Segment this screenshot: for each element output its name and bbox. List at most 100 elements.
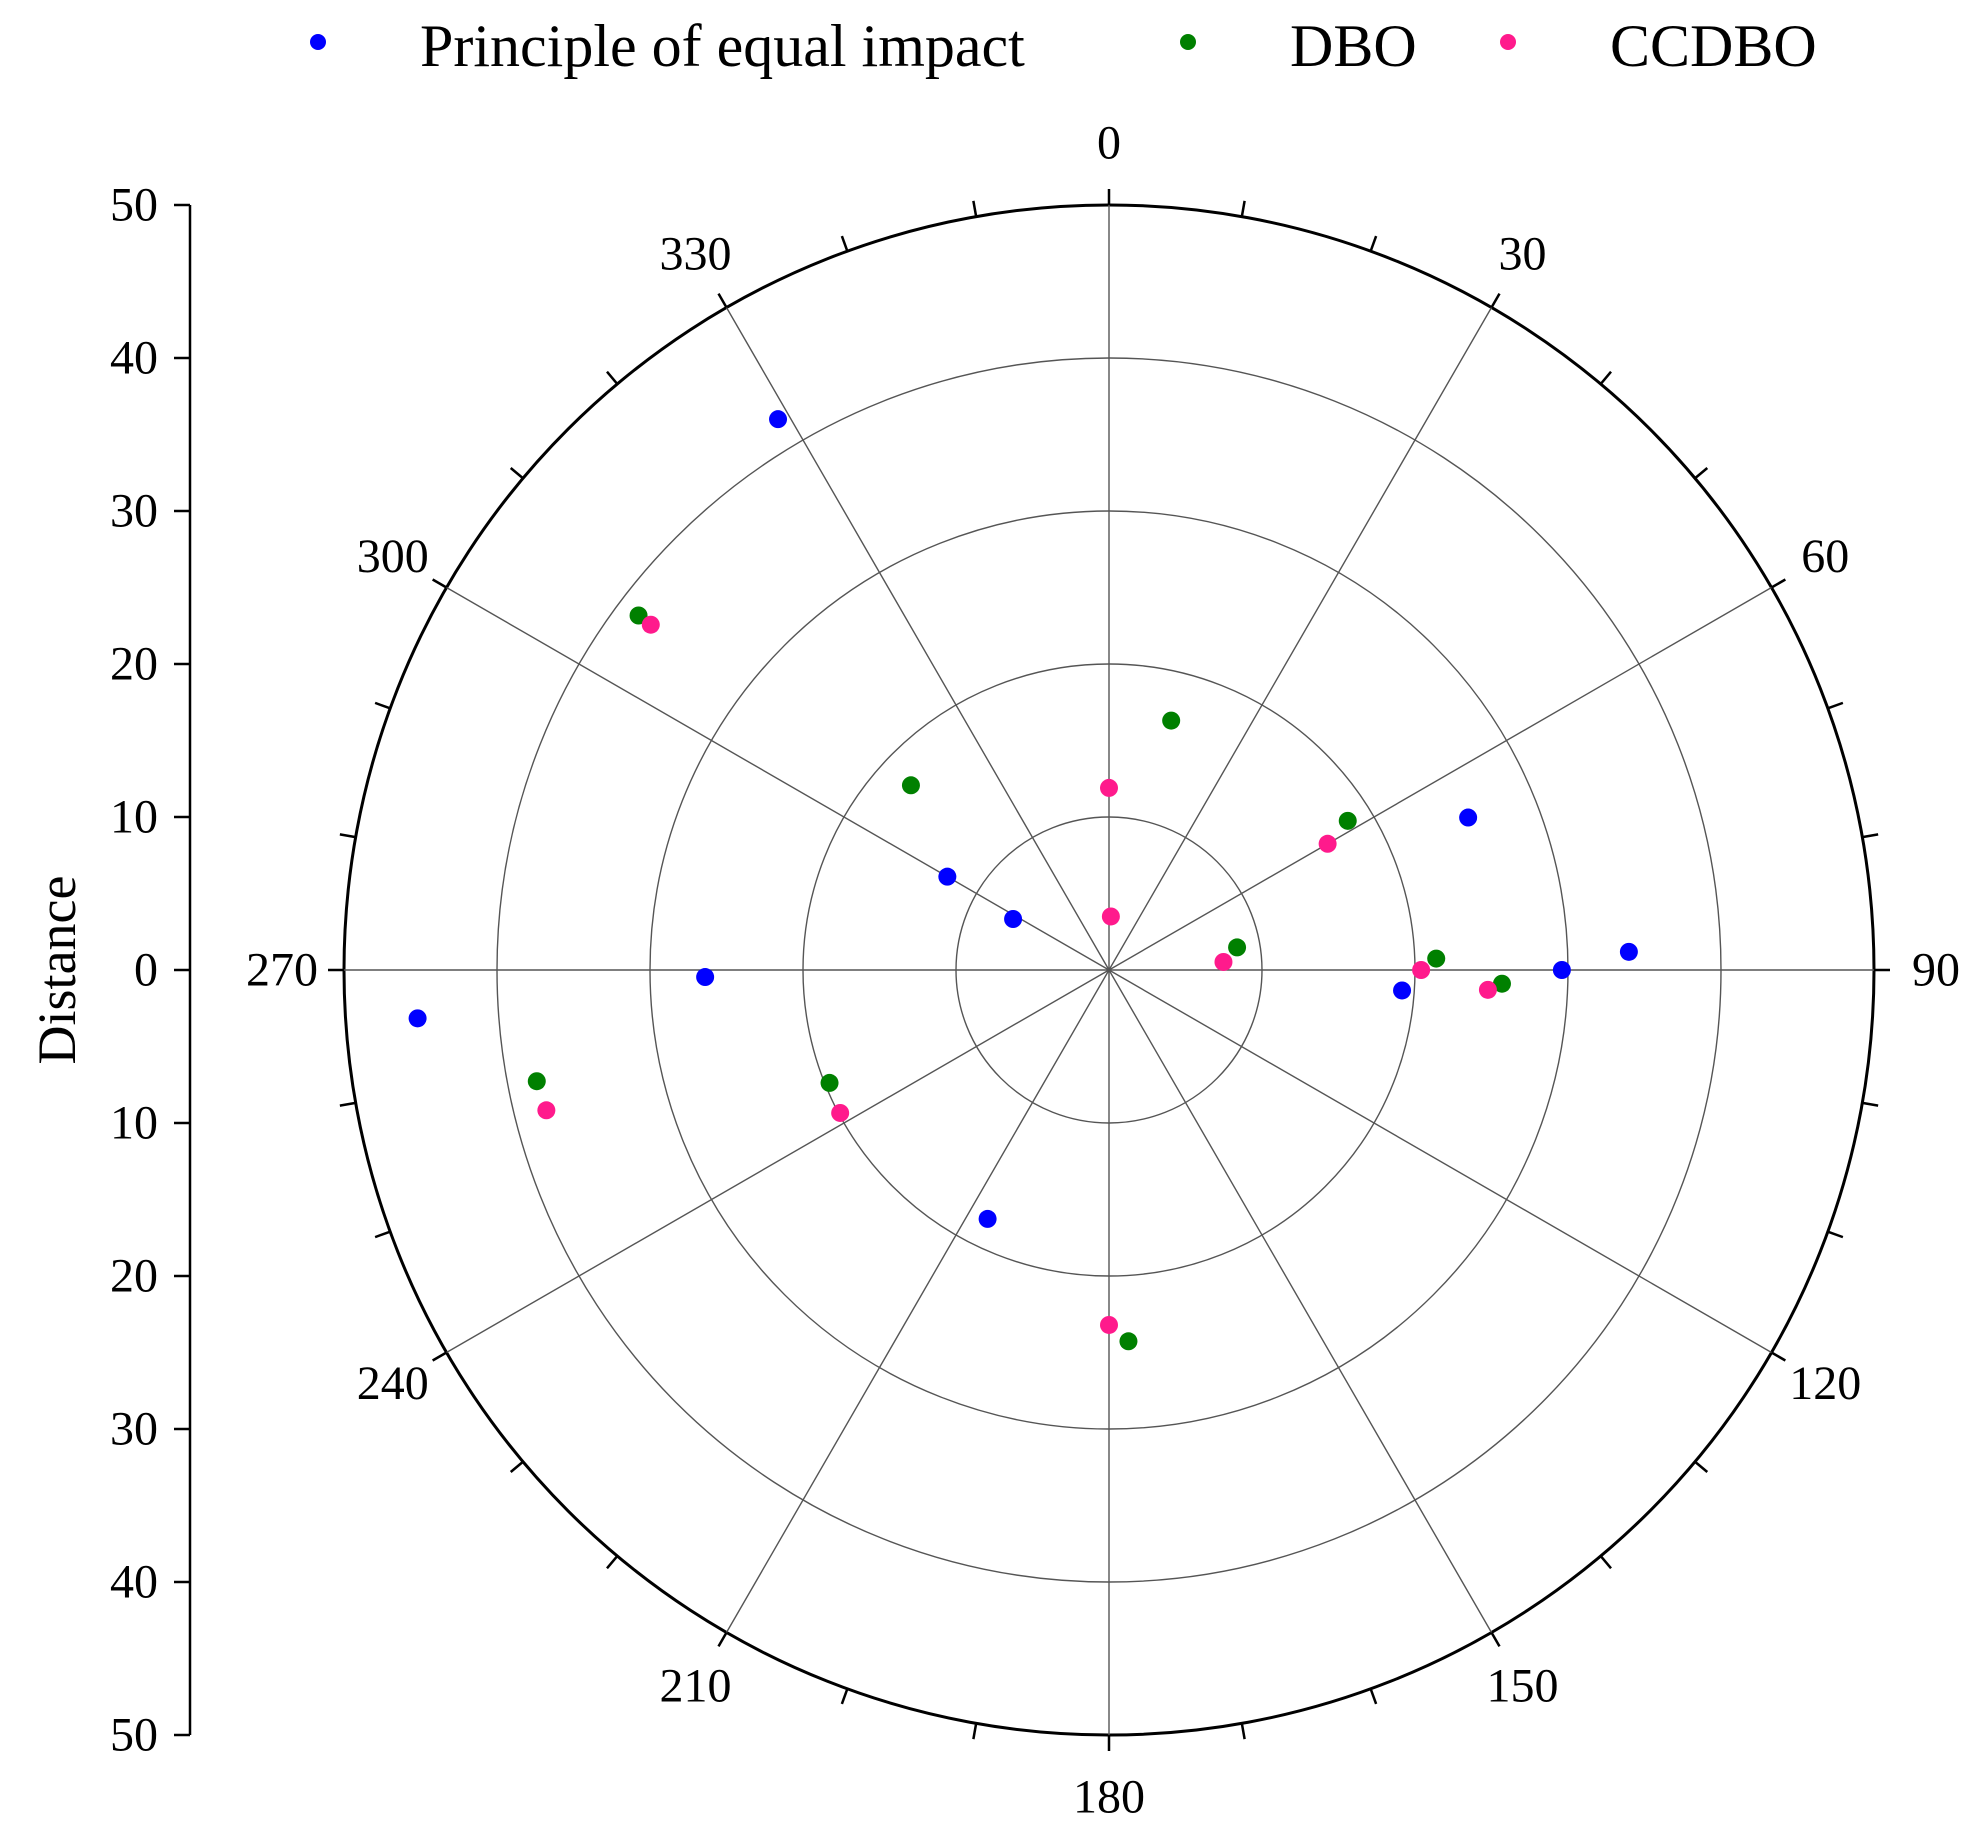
angle-tick-mark xyxy=(1770,578,1786,589)
angle-label-120: 120 xyxy=(1789,1357,1861,1410)
point-series-1-4 xyxy=(1492,974,1511,993)
spoke-330 xyxy=(725,307,1110,971)
angle-tick-mark xyxy=(1827,1230,1844,1239)
distance-tick-label: 50 xyxy=(110,179,158,232)
point-series-0-8 xyxy=(1004,910,1023,929)
angle-label-270: 270 xyxy=(246,944,318,997)
spoke-240 xyxy=(446,969,1110,1354)
legend-marker-2 xyxy=(1500,34,1516,50)
angle-tick-mark xyxy=(840,235,849,252)
angle-label-240: 240 xyxy=(357,1357,429,1410)
legend-marker-0 xyxy=(310,34,326,50)
point-series-1-2 xyxy=(1228,938,1247,957)
distance-tick-label: 0 xyxy=(134,944,158,997)
point-series-2-2 xyxy=(1214,952,1233,971)
spoke-30 xyxy=(1108,307,1493,971)
point-series-2-5 xyxy=(1318,834,1337,853)
point-series-0-4 xyxy=(1459,808,1478,827)
angle-label-30: 30 xyxy=(1499,227,1547,280)
distance-tick-label: 40 xyxy=(110,332,158,385)
angle-tick-mark xyxy=(1490,1631,1501,1647)
angle-label-210: 210 xyxy=(660,1660,732,1713)
point-series-1-1 xyxy=(1338,811,1357,830)
point-series-1-5 xyxy=(901,776,920,795)
angle-tick-mark xyxy=(606,1555,619,1570)
distance-tick-label: 10 xyxy=(110,791,158,844)
point-series-1-7 xyxy=(820,1073,839,1092)
point-series-2-7 xyxy=(831,1103,850,1122)
angle-label-300: 300 xyxy=(357,530,429,583)
angle-tick-mark xyxy=(1240,200,1246,217)
angle-tick-mark xyxy=(1369,1688,1378,1705)
angle-tick-mark xyxy=(1240,1723,1246,1740)
angle-tick-mark xyxy=(509,1460,524,1473)
angle-tick-mark xyxy=(1694,1460,1709,1473)
point-series-2-9 xyxy=(1100,1315,1118,1334)
angle-tick-mark xyxy=(972,1723,978,1740)
spoke-60 xyxy=(1108,586,1772,971)
angle-tick-mark xyxy=(432,1351,448,1362)
distance-axis: 50 40 30 20 10 0 10 20 30 40 50 xyxy=(110,179,192,1762)
point-series-1-6 xyxy=(629,606,648,625)
angle-tick-mark xyxy=(1862,1101,1879,1107)
polar-grid xyxy=(328,189,1890,1751)
point-series-0-2 xyxy=(1619,942,1638,961)
point-series-2-3 xyxy=(1412,961,1431,979)
angle-tick-mark xyxy=(1369,235,1378,252)
angle-tick-mark xyxy=(1862,833,1879,839)
angle-tick-mark xyxy=(1694,467,1709,480)
point-series-0-7 xyxy=(938,867,957,886)
legend-marker-1 xyxy=(1180,34,1196,50)
distance-tick-label: 40 xyxy=(110,1556,158,1609)
angle-tick-mark xyxy=(374,1230,391,1239)
distance-tick-label: 30 xyxy=(110,485,158,538)
point-series-0-6 xyxy=(408,1009,427,1028)
angle-tick-mark xyxy=(1599,1555,1612,1570)
angle-tick-mark xyxy=(1599,370,1612,385)
angle-tick-labels: 0 30 60 90 120 150 180 210 240 270 300 330 xyxy=(246,117,1960,1824)
point-series-2-0 xyxy=(1100,778,1118,797)
spoke-120 xyxy=(1108,969,1772,1354)
spoke-300 xyxy=(446,586,1110,971)
angle-tick-mark xyxy=(339,833,356,839)
angle-tick-mark xyxy=(1770,1351,1786,1362)
angle-label-0: 0 xyxy=(1097,117,1121,170)
angle-tick-mark xyxy=(840,1688,849,1705)
distance-tick-label: 10 xyxy=(110,1097,158,1150)
angle-tick-mark xyxy=(972,200,978,217)
point-series-0-0 xyxy=(769,410,788,429)
angle-tick-mark xyxy=(374,701,391,710)
distance-tick-label: 50 xyxy=(110,1709,158,1762)
angle-label-60: 60 xyxy=(1801,530,1849,583)
legend-label-1: DBO xyxy=(1290,13,1417,79)
spoke-150 xyxy=(1108,969,1493,1633)
angle-tick-mark xyxy=(509,467,524,480)
angle-tick-mark xyxy=(717,1631,728,1647)
point-series-0-3 xyxy=(1393,981,1412,1000)
angle-label-90: 90 xyxy=(1912,944,1960,997)
point-series-0-5 xyxy=(696,968,715,987)
point-series-1-9 xyxy=(1119,1332,1138,1351)
angle-label-330: 330 xyxy=(660,227,732,280)
point-series-2-1 xyxy=(1101,907,1120,926)
distance-tick-label: 20 xyxy=(110,638,158,691)
y-axis-label: Distance xyxy=(27,876,87,1065)
angle-tick-mark xyxy=(606,370,619,385)
point-series-2-8 xyxy=(537,1101,556,1120)
point-series-2-6 xyxy=(641,615,660,634)
point-series-2-4 xyxy=(1478,980,1497,999)
legend-label-0: Principle of equal impact xyxy=(420,13,1025,79)
angle-label-150: 150 xyxy=(1487,1660,1559,1713)
angle-tick-mark xyxy=(339,1101,356,1107)
data-points xyxy=(408,410,1638,1351)
spoke-210 xyxy=(725,969,1110,1633)
point-series-1-3 xyxy=(1427,949,1446,968)
point-series-0-1 xyxy=(1552,961,1571,979)
legend-label-2: CCDBO xyxy=(1610,13,1817,79)
angle-tick-mark xyxy=(1827,701,1844,710)
angle-tick-mark xyxy=(717,293,728,309)
angle-label-180: 180 xyxy=(1073,1771,1145,1824)
legend: Principle of equal impact DBO CCDBO xyxy=(310,13,1817,79)
point-series-1-0 xyxy=(1162,711,1181,730)
